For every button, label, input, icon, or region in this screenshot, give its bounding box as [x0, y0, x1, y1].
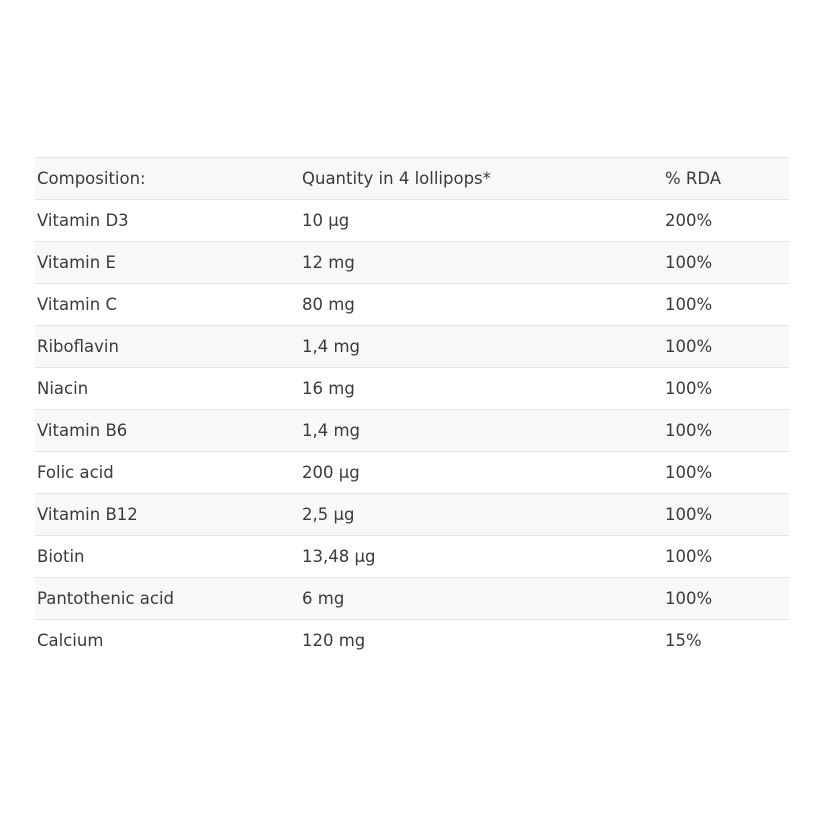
table-row: Vitamin B12 2,5 µg 100% [35, 493, 789, 536]
rda-cell: 15% [663, 619, 789, 661]
rda-cell: 100% [663, 451, 789, 494]
rda-cell: 100% [663, 493, 789, 536]
quantity-cell: 16 mg [300, 367, 663, 410]
nutrient-cell: Folic acid [35, 451, 300, 494]
nutrient-cell: Pantothenic acid [35, 577, 300, 620]
table-header-row: Composition: Quantity in 4 lollipops* % … [35, 157, 789, 200]
quantity-cell: 1,4 mg [300, 325, 663, 368]
quantity-cell: 120 mg [300, 619, 663, 661]
quantity-cell: 13,48 µg [300, 535, 663, 578]
header-rda: % RDA [663, 157, 789, 200]
table-row: Niacin 16 mg 100% [35, 367, 789, 410]
rda-cell: 200% [663, 199, 789, 242]
rda-cell: 100% [663, 325, 789, 368]
quantity-cell: 2,5 µg [300, 493, 663, 536]
table-row: Riboflavin 1,4 mg 100% [35, 325, 789, 368]
rda-cell: 100% [663, 577, 789, 620]
quantity-cell: 80 mg [300, 283, 663, 326]
nutrient-cell: Vitamin C [35, 283, 300, 326]
nutrient-cell: Vitamin E [35, 241, 300, 284]
rda-cell: 100% [663, 241, 789, 284]
table-row: Pantothenic acid 6 mg 100% [35, 577, 789, 620]
nutrient-cell: Calcium [35, 619, 300, 661]
rda-cell: 100% [663, 283, 789, 326]
table-row: Folic acid 200 µg 100% [35, 451, 789, 494]
table-row: Vitamin D3 10 µg 200% [35, 199, 789, 242]
nutrient-cell: Niacin [35, 367, 300, 410]
header-composition: Composition: [35, 157, 300, 200]
quantity-cell: 12 mg [300, 241, 663, 284]
table-row: Biotin 13,48 µg 100% [35, 535, 789, 578]
nutrient-cell: Vitamin B12 [35, 493, 300, 536]
quantity-cell: 6 mg [300, 577, 663, 620]
table-row: Vitamin B6 1,4 mg 100% [35, 409, 789, 452]
table-row: Vitamin C 80 mg 100% [35, 283, 789, 326]
quantity-cell: 1,4 mg [300, 409, 663, 452]
rda-cell: 100% [663, 409, 789, 452]
rda-cell: 100% [663, 367, 789, 410]
quantity-cell: 200 µg [300, 451, 663, 494]
table-row: Calcium 120 mg 15% [35, 619, 789, 661]
header-quantity: Quantity in 4 lollipops* [300, 157, 663, 200]
nutrient-cell: Biotin [35, 535, 300, 578]
composition-table: Composition: Quantity in 4 lollipops* % … [35, 157, 789, 661]
nutrient-cell: Vitamin B6 [35, 409, 300, 452]
nutrient-cell: Riboflavin [35, 325, 300, 368]
quantity-cell: 10 µg [300, 199, 663, 242]
table-row: Vitamin E 12 mg 100% [35, 241, 789, 284]
nutrient-cell: Vitamin D3 [35, 199, 300, 242]
rda-cell: 100% [663, 535, 789, 578]
